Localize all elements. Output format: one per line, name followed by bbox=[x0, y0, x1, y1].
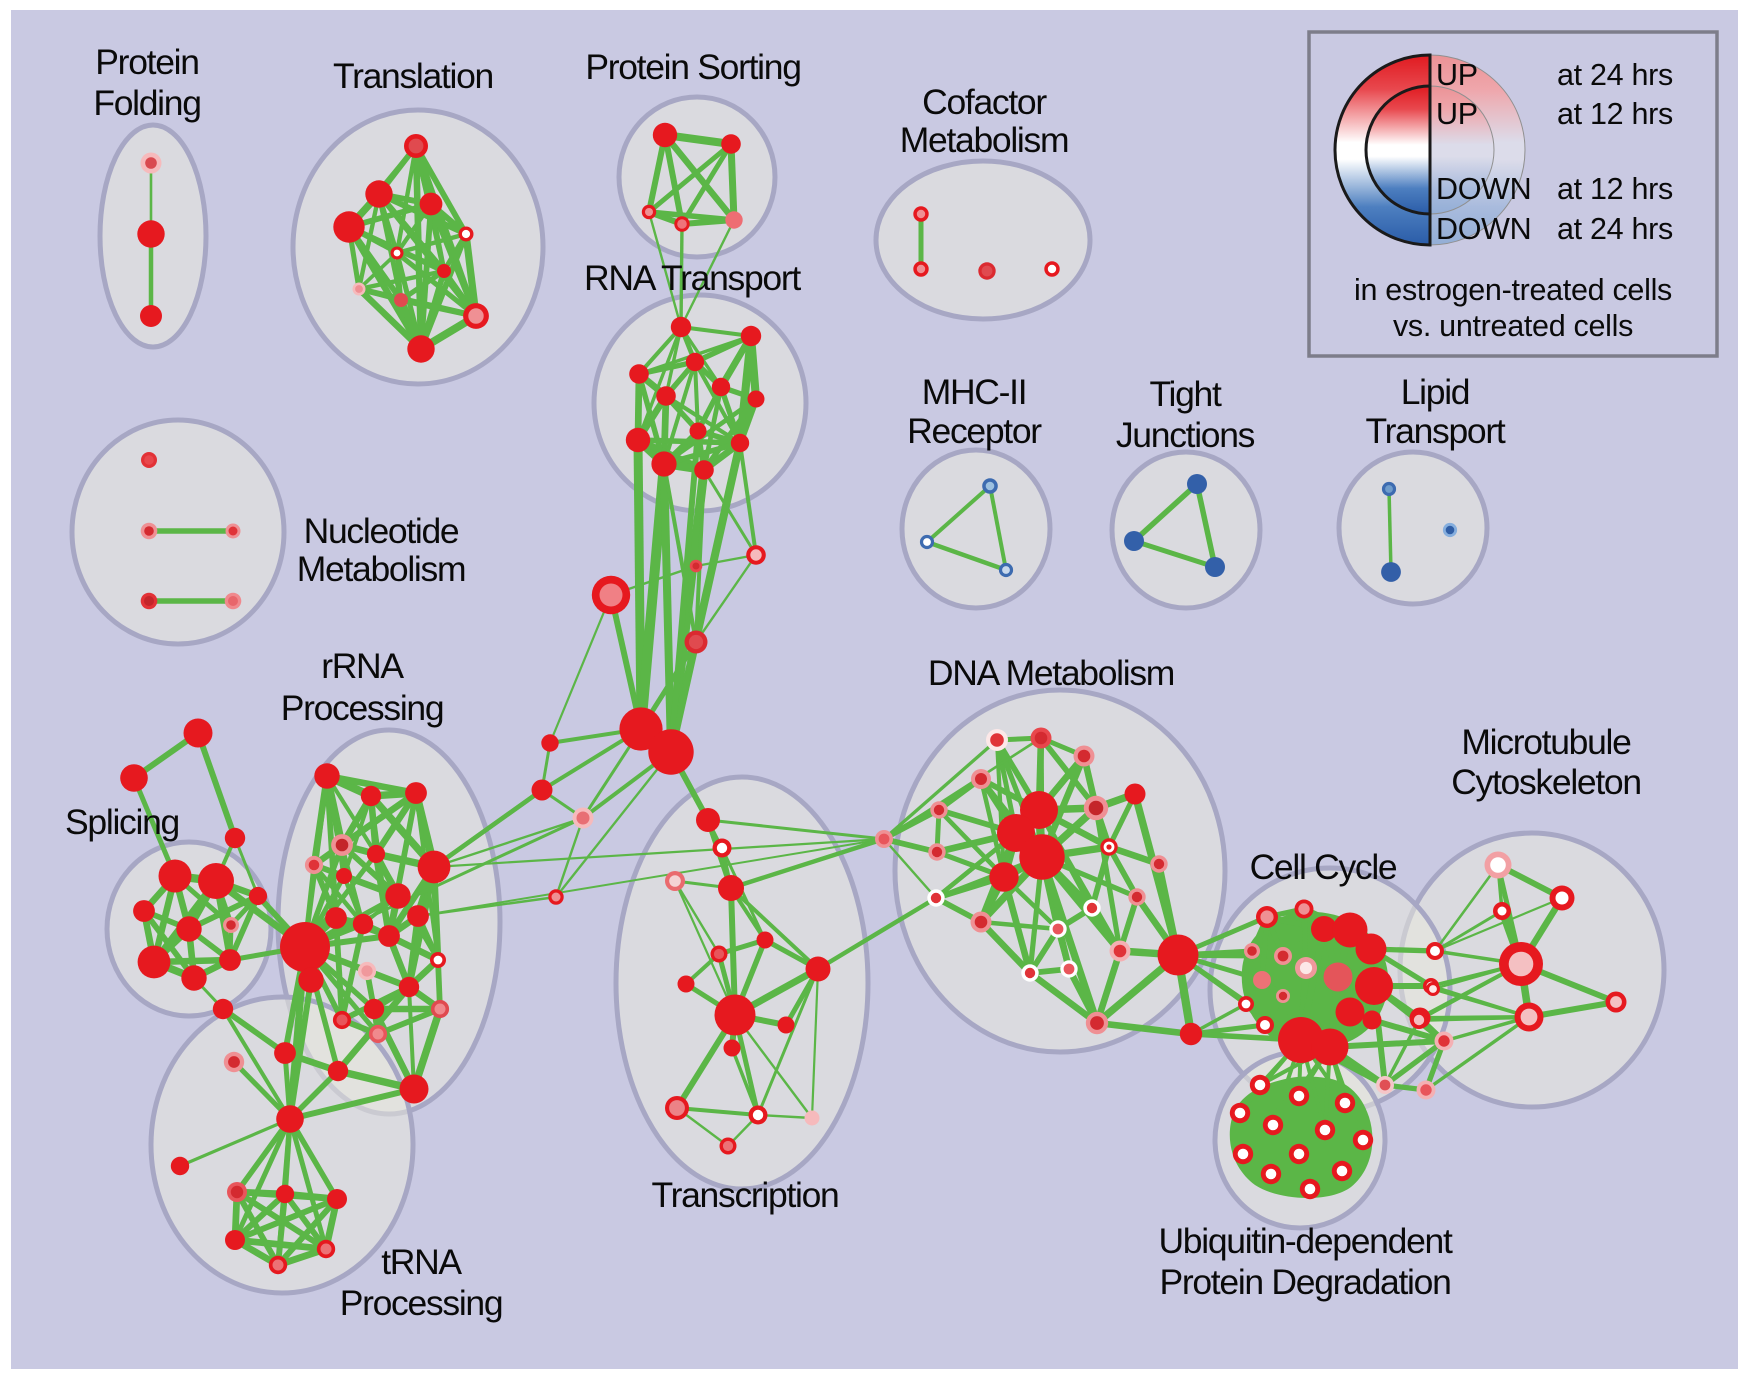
svg-text:tRNA: tRNA bbox=[381, 1242, 462, 1282]
svg-text:in estrogen-treated cells: in estrogen-treated cells bbox=[1354, 273, 1672, 307]
svg-text:DOWN: DOWN bbox=[1436, 212, 1531, 246]
svg-text:Cytoskeleton: Cytoskeleton bbox=[1451, 762, 1641, 802]
svg-text:Processing: Processing bbox=[340, 1283, 503, 1323]
svg-text:rRNA: rRNA bbox=[321, 646, 404, 686]
svg-text:Ubiquitin-dependent: Ubiquitin-dependent bbox=[1158, 1221, 1453, 1261]
svg-text:at 12 hrs: at 12 hrs bbox=[1557, 97, 1673, 131]
svg-text:at 24 hrs: at 24 hrs bbox=[1557, 212, 1673, 246]
svg-text:Microtubule: Microtubule bbox=[1461, 722, 1631, 762]
svg-text:Metabolism: Metabolism bbox=[297, 549, 466, 589]
svg-text:Transcription: Transcription bbox=[652, 1175, 839, 1215]
svg-text:RNA Transport: RNA Transport bbox=[584, 258, 801, 298]
svg-text:Folding: Folding bbox=[93, 83, 200, 123]
svg-text:Cofactor: Cofactor bbox=[922, 82, 1047, 122]
svg-text:Tight: Tight bbox=[1149, 374, 1222, 414]
svg-text:Receptor: Receptor bbox=[907, 411, 1042, 451]
svg-text:Processing: Processing bbox=[281, 688, 444, 728]
svg-text:Protein Sorting: Protein Sorting bbox=[585, 47, 800, 87]
svg-text:MHC-II: MHC-II bbox=[922, 372, 1027, 412]
svg-text:UP: UP bbox=[1436, 97, 1478, 131]
svg-text:Metabolism: Metabolism bbox=[900, 120, 1069, 160]
svg-text:Cell Cycle: Cell Cycle bbox=[1250, 847, 1397, 887]
svg-text:Nucleotide: Nucleotide bbox=[304, 511, 459, 551]
svg-text:Splicing: Splicing bbox=[65, 802, 179, 842]
svg-text:Translation: Translation bbox=[333, 56, 493, 96]
svg-text:Protein: Protein bbox=[95, 42, 198, 82]
svg-text:DOWN: DOWN bbox=[1436, 172, 1531, 206]
svg-text:DNA Metabolism: DNA Metabolism bbox=[928, 653, 1174, 693]
svg-text:Transport: Transport bbox=[1366, 411, 1506, 451]
svg-text:vs. untreated cells: vs. untreated cells bbox=[1393, 309, 1633, 343]
svg-text:Lipid: Lipid bbox=[1401, 372, 1470, 412]
svg-text:at 24 hrs: at 24 hrs bbox=[1557, 58, 1673, 92]
svg-text:at 12 hrs: at 12 hrs bbox=[1557, 172, 1673, 206]
svg-text:UP: UP bbox=[1436, 58, 1478, 92]
svg-text:Junctions: Junctions bbox=[1116, 415, 1255, 455]
svg-text:Protein Degradation: Protein Degradation bbox=[1159, 1262, 1450, 1302]
